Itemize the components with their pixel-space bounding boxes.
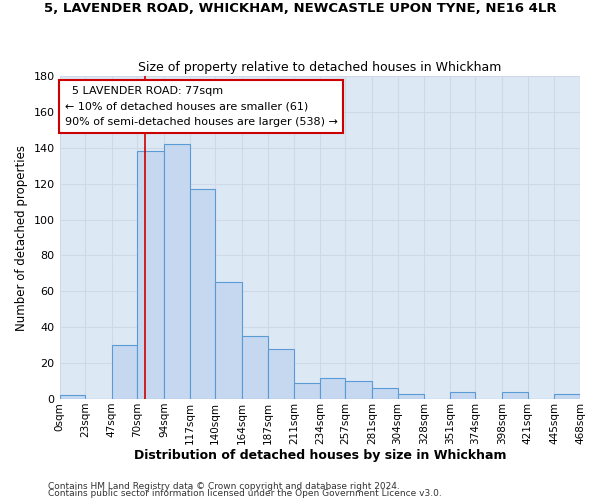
Text: Contains public sector information licensed under the Open Government Licence v3: Contains public sector information licen… (48, 490, 442, 498)
Bar (320, 378, 346, 399)
Text: 5, LAVENDER ROAD, WHICKHAM, NEWCASTLE UPON TYNE, NE16 4LR: 5, LAVENDER ROAD, WHICKHAM, NEWCASTLE UP… (44, 2, 556, 16)
Bar (242, 336, 268, 399)
Bar (346, 381, 372, 399)
Bar (164, 144, 190, 399)
Bar (112, 345, 137, 399)
Bar (372, 388, 398, 399)
Bar (554, 394, 580, 399)
X-axis label: Distribution of detached houses by size in Whickham: Distribution of detached houses by size … (134, 450, 506, 462)
Y-axis label: Number of detached properties: Number of detached properties (15, 144, 28, 330)
Bar (450, 392, 475, 399)
Bar (137, 152, 164, 399)
Bar (190, 189, 215, 399)
Bar (59, 396, 85, 399)
Bar (215, 282, 242, 399)
Text: Contains HM Land Registry data © Crown copyright and database right 2024.: Contains HM Land Registry data © Crown c… (48, 482, 400, 491)
Bar (294, 383, 320, 399)
Bar (398, 394, 424, 399)
Bar (502, 392, 528, 399)
Title: Size of property relative to detached houses in Whickham: Size of property relative to detached ho… (138, 60, 502, 74)
Bar (268, 349, 294, 399)
Text: 5 LAVENDER ROAD: 77sqm
← 10% of detached houses are smaller (61)
90% of semi-det: 5 LAVENDER ROAD: 77sqm ← 10% of detached… (65, 86, 338, 127)
